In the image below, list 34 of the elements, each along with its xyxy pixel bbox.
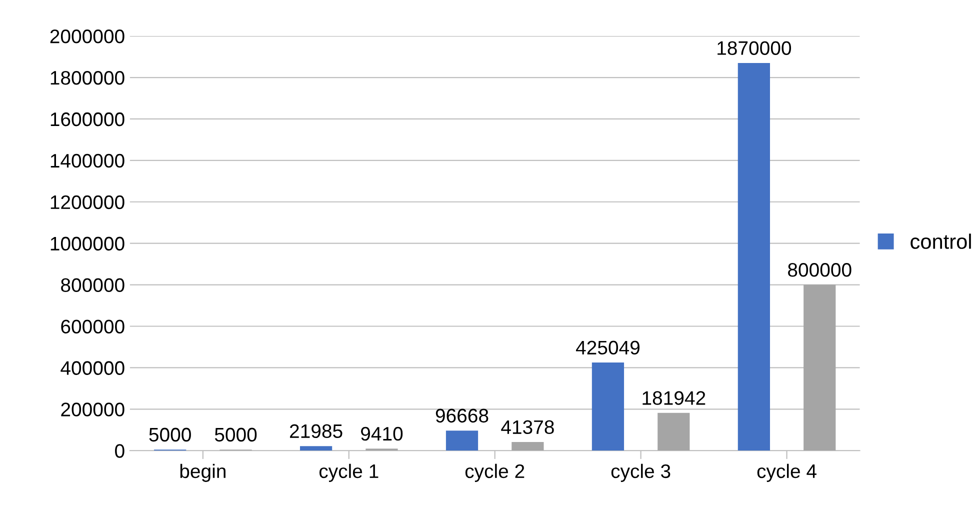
bar (804, 284, 836, 451)
data-label: 1870000 (718, 41, 792, 55)
x-tick-label: begin (180, 464, 226, 482)
x-tick-label: cycle 2 (465, 464, 524, 482)
data-label: 800000 (788, 263, 852, 277)
bar (738, 62, 770, 451)
bar (300, 446, 332, 451)
bar (658, 412, 690, 451)
y-tick-label: 1600000 (50, 112, 124, 126)
data-label: 5000 (149, 428, 191, 442)
x-tick-label: cycle 3 (611, 464, 670, 482)
data-label: 96668 (436, 408, 488, 423)
y-tick-label: 1000000 (50, 236, 124, 251)
data-label: 181942 (642, 391, 706, 405)
x-tick-label: cycle 1 (319, 464, 378, 482)
x-tick-label: cycle 4 (757, 464, 816, 482)
bar (592, 362, 624, 451)
data-label: 425049 (576, 340, 640, 355)
y-tick-label: 600000 (61, 320, 124, 334)
y-tick-label: 1400000 (50, 154, 124, 168)
bar (446, 430, 478, 451)
data-label: 41378 (501, 420, 554, 434)
y-tick-label: 400000 (60, 361, 124, 375)
y-tick-label: 800000 (61, 278, 124, 292)
bar (512, 442, 544, 451)
data-label: 5000 (214, 428, 257, 442)
legend-label: control (910, 234, 971, 249)
data-label: 21985 (290, 424, 342, 438)
y-tick-label: 0 (115, 444, 124, 458)
y-tick-label: 200000 (61, 402, 124, 416)
data-label: 9410 (361, 426, 403, 441)
y-tick-label: 1200000 (50, 195, 124, 210)
y-tick-label: 1800000 (50, 70, 124, 85)
y-tick-label: 2000000 (50, 30, 124, 44)
